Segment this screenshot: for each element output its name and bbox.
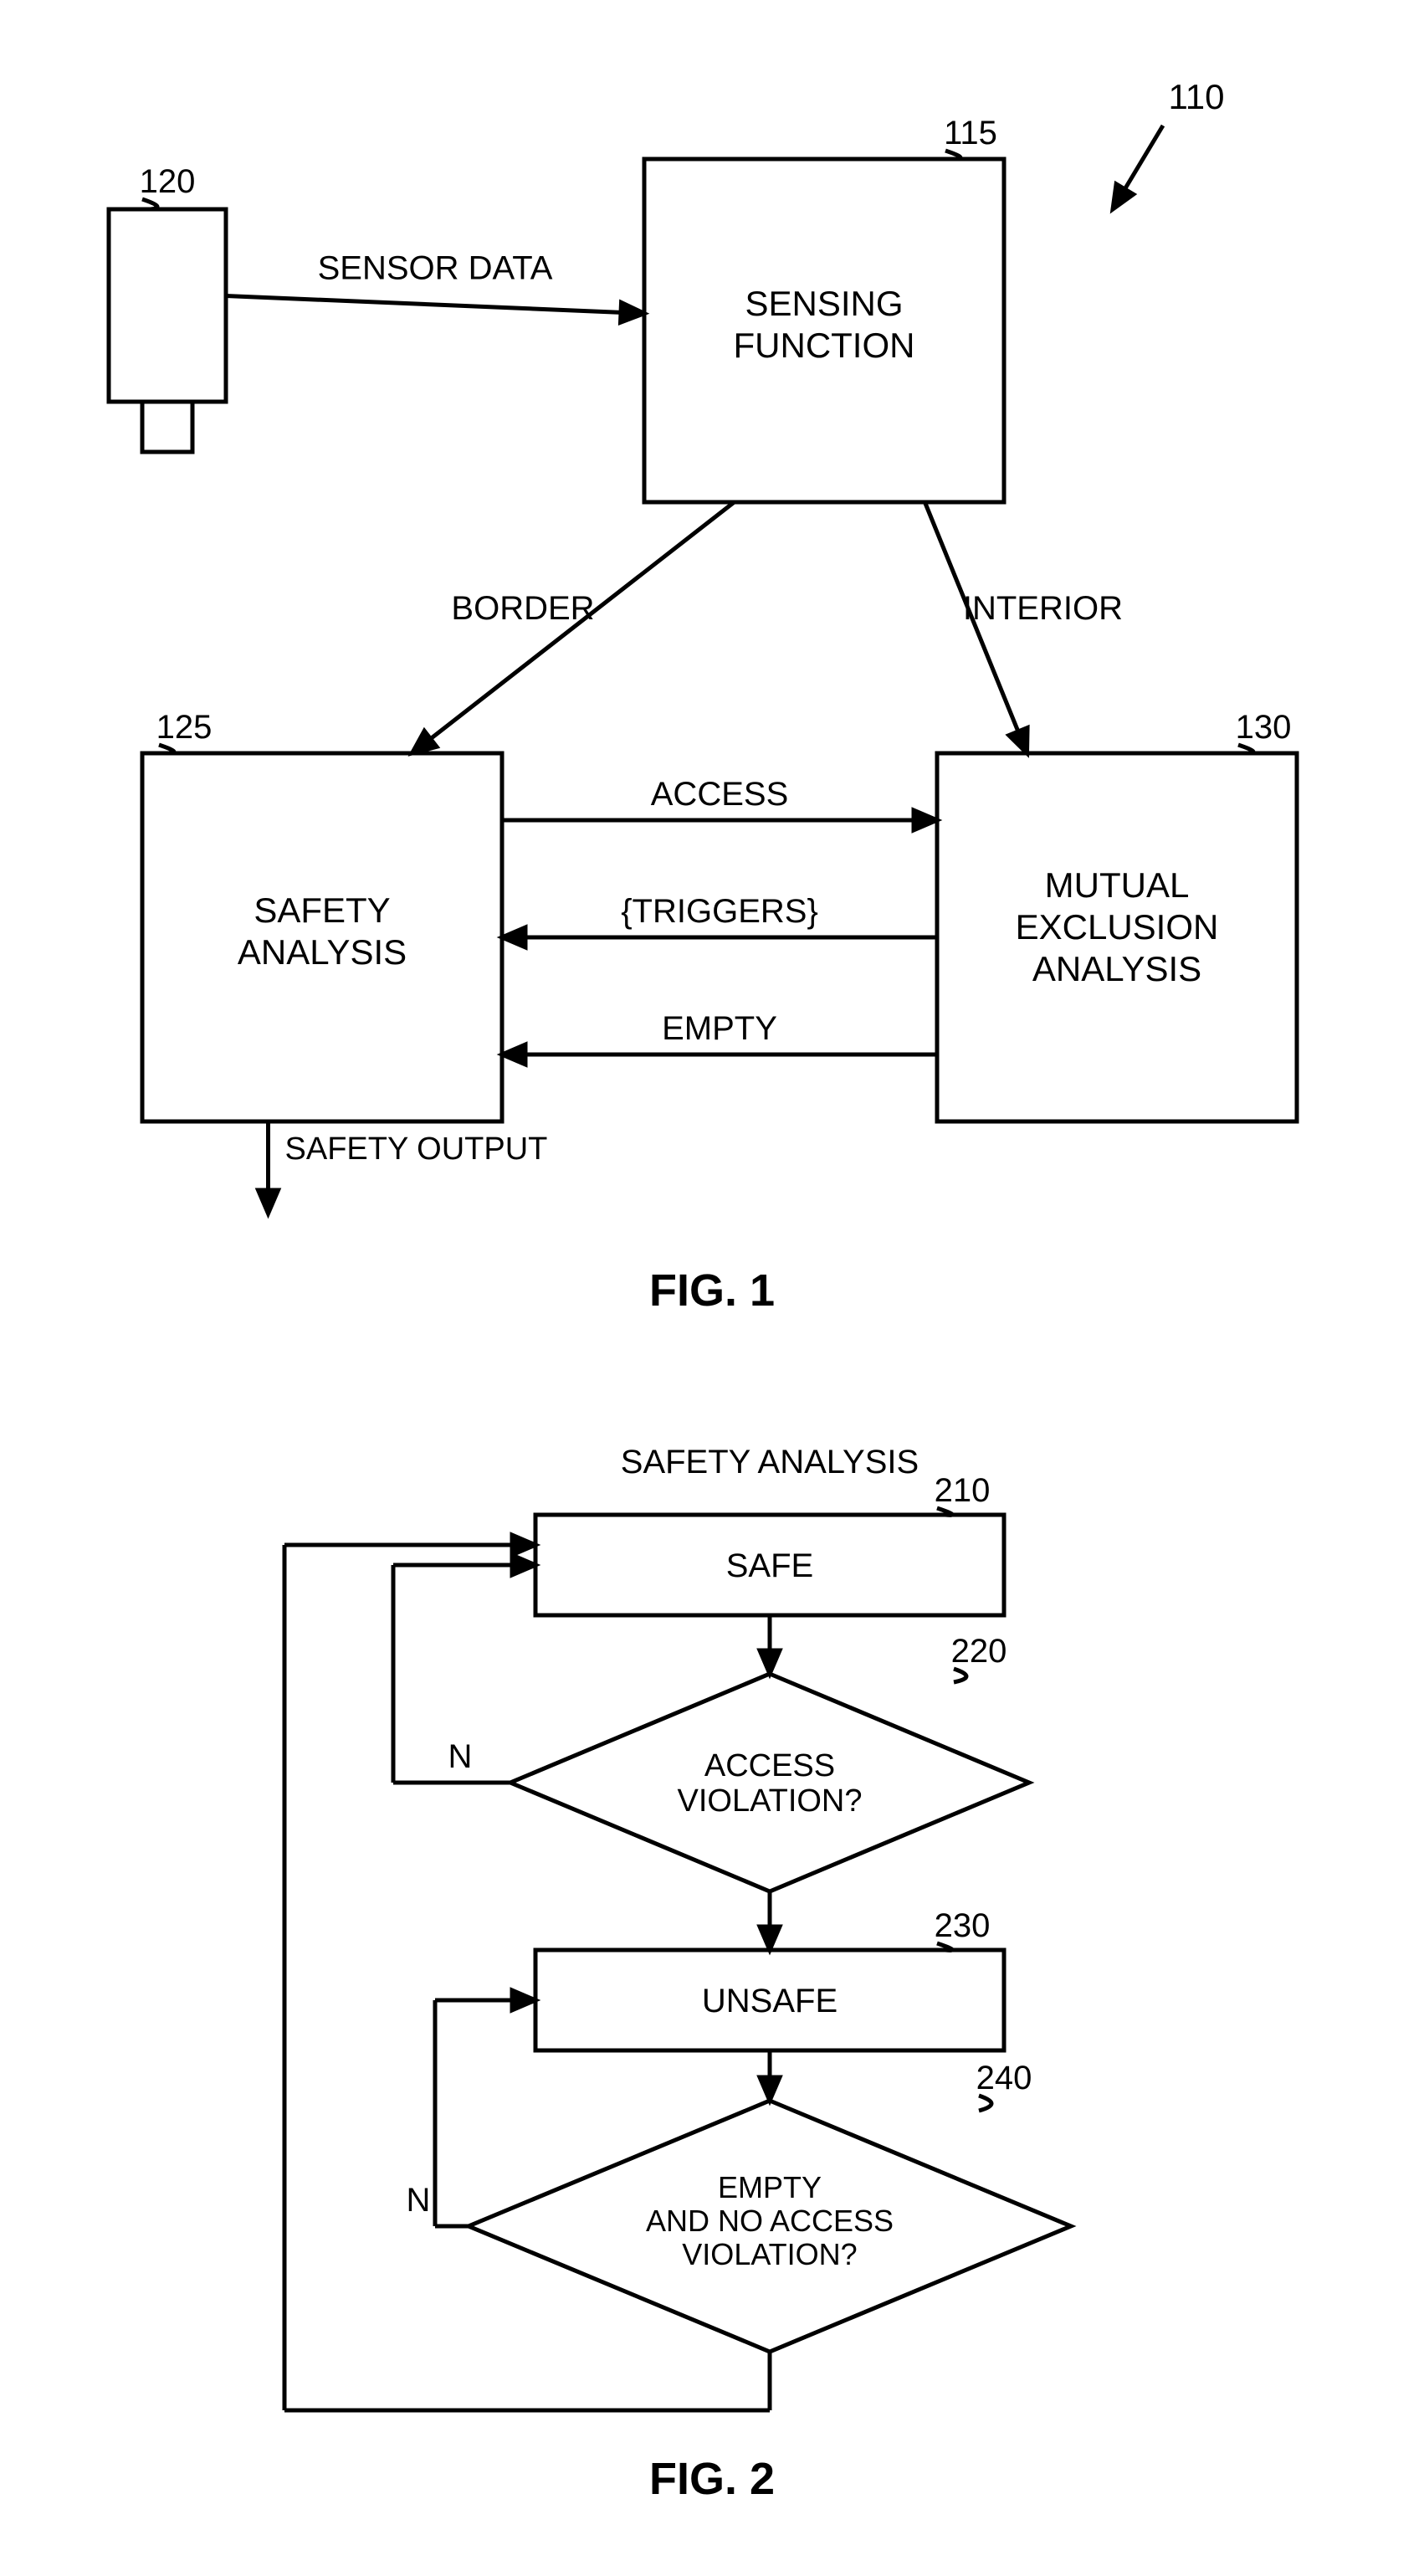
safe-label: SAFE	[726, 1547, 813, 1584]
edge-d2-y-4-head	[512, 1535, 535, 1555]
edge-sensor-data-head	[621, 302, 644, 322]
lbl-safety-output: SAFETY OUTPUT	[285, 1131, 548, 1167]
mutual-l2: EXCLUSION	[1016, 907, 1219, 947]
edge-safe-d1-head	[760, 1650, 780, 1674]
ref-230: 230	[935, 1907, 991, 1944]
sensing-l2: FUNCTION	[734, 326, 915, 365]
edge-triggers-head	[502, 927, 525, 947]
edge-interior	[925, 502, 1027, 753]
edge-d1-unsafe-head	[760, 1927, 780, 1950]
ref-220: 220	[951, 1633, 1007, 1670]
ref-120: 120	[140, 163, 196, 200]
edge-interior-head	[1009, 728, 1027, 753]
edge-access-head	[914, 810, 937, 830]
d1-no: N	[448, 1738, 473, 1775]
fig2-title: FIG. 2	[649, 2454, 775, 2504]
ref-110: 110	[1169, 77, 1225, 116]
edge-sensor-data	[226, 296, 644, 314]
edge-border	[412, 502, 735, 753]
ref-210: 210	[935, 1472, 991, 1509]
lbl-empty: EMPTY	[662, 1010, 777, 1047]
fig2-heading: SAFETY ANALYSIS	[621, 1444, 919, 1480]
mutual-l1: MUTUAL	[1045, 865, 1190, 905]
ref-125: 125	[156, 709, 213, 746]
unsafe-label: UNSAFE	[702, 1983, 837, 2019]
ref-220-leader	[954, 1669, 966, 1682]
ref-130: 130	[1236, 709, 1292, 746]
safety-l1: SAFETY	[254, 890, 390, 930]
lbl-access: ACCESS	[651, 776, 789, 813]
d1-l2: VIOLATION?	[677, 1783, 862, 1819]
edge-d1-n-in-head	[512, 1555, 535, 1575]
edge-empty-head	[502, 1044, 525, 1065]
edge-safety-output-head	[259, 1190, 279, 1214]
d2-l3: VIOLATION?	[682, 2237, 857, 2271]
camera-lens	[142, 402, 192, 452]
lbl-triggers: {TRIGGERS}	[621, 893, 818, 930]
edge-d2-n-in-head	[512, 1990, 535, 2010]
d2-l2: AND NO ACCESS	[646, 2204, 894, 2238]
lbl-sensor-data: SENSOR DATA	[318, 250, 553, 287]
d2-l1: EMPTY	[718, 2170, 822, 2204]
ref-115: 115	[944, 115, 997, 151]
ref-240: 240	[976, 2060, 1032, 2096]
ref-240-leader	[979, 2096, 991, 2111]
edge-unsafe-d2-head	[760, 2077, 780, 2101]
safety-l2: ANALYSIS	[238, 932, 407, 972]
sensing-l1: SENSING	[745, 284, 903, 323]
camera-body	[109, 209, 226, 402]
ref-110-arrow-head	[1113, 184, 1134, 209]
mutual-l3: ANALYSIS	[1032, 949, 1201, 988]
d2-no: N	[407, 2182, 431, 2219]
lbl-interior: INTERIOR	[963, 590, 1123, 627]
fig1-title: FIG. 1	[649, 1265, 775, 1316]
d1-l1: ACCESS	[704, 1748, 835, 1783]
lbl-border: BORDER	[451, 590, 594, 627]
